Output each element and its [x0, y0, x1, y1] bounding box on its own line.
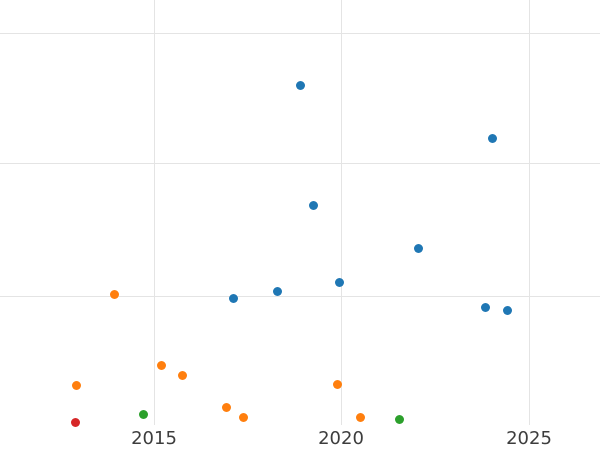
- x-tick-label-2015: 2015: [131, 428, 177, 449]
- horizontal-gridline: [0, 33, 600, 34]
- orange-series-point: [332, 379, 342, 389]
- orange-series-point: [156, 360, 166, 370]
- blue-series-point: [308, 200, 318, 210]
- orange-series-point: [238, 412, 248, 422]
- orange-series-point: [71, 380, 81, 390]
- x-tick-label-2025: 2025: [506, 428, 552, 449]
- vertical-gridline: [154, 0, 155, 425]
- orange-series-point: [221, 402, 231, 412]
- green-series-point: [394, 414, 404, 424]
- blue-series-point: [480, 302, 490, 312]
- blue-series-point: [295, 80, 305, 90]
- blue-series-point: [487, 133, 497, 143]
- horizontal-gridline: [0, 163, 600, 164]
- vertical-gridline: [529, 0, 530, 425]
- x-tick-label-2020: 2020: [318, 428, 364, 449]
- orange-series-point: [355, 412, 365, 422]
- red-series-point: [70, 417, 80, 427]
- orange-series-point: [109, 289, 119, 299]
- blue-series-point: [228, 293, 238, 303]
- blue-series-point: [502, 305, 512, 315]
- green-series-point: [138, 409, 148, 419]
- blue-series-point: [334, 277, 344, 287]
- horizontal-gridline: [0, 296, 600, 297]
- blue-series-point: [272, 286, 282, 296]
- vertical-gridline: [341, 0, 342, 425]
- orange-series-point: [177, 370, 187, 380]
- blue-series-point: [413, 243, 423, 253]
